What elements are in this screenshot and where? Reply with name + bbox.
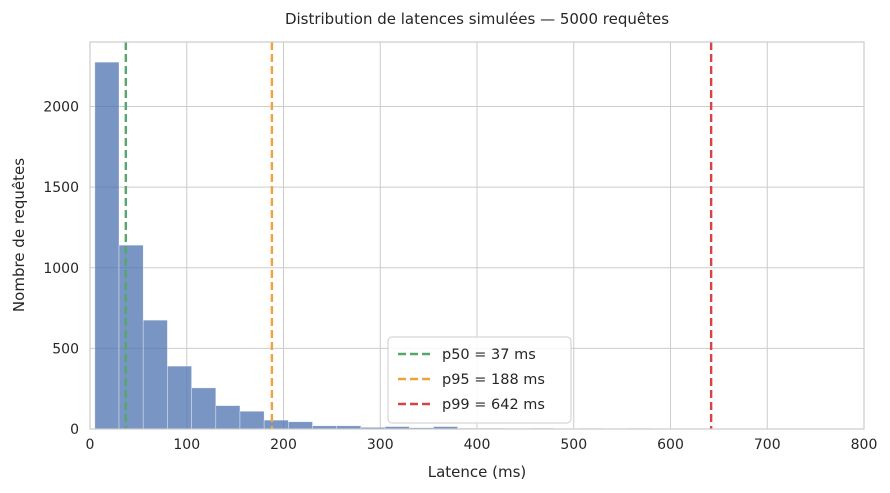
plot-frame: [89, 41, 865, 430]
x-tick-label: 700: [754, 437, 781, 453]
x-tick-labels: 0 100 200 300 400 500 600 700 800: [86, 437, 878, 453]
y-tick-labels: 0 500 1000 1500 2000: [43, 100, 79, 439]
x-tick-label: 100: [173, 437, 200, 453]
histogram-bar: [118, 244, 144, 430]
x-tick-label: 800: [851, 437, 878, 453]
histogram-bar: [263, 419, 289, 430]
x-axis-label: Latence (ms): [428, 463, 527, 481]
legend-label: p95 = 188 ms: [442, 372, 545, 388]
histogram-bars: [94, 61, 865, 430]
legend: p50 = 37 ms p95 = 188 ms p99 = 642 ms: [387, 336, 572, 424]
y-tick-label: 2000: [43, 100, 79, 116]
histogram-bar: [288, 421, 313, 430]
histogram-bar: [239, 410, 265, 430]
x-tick-label: 0: [86, 437, 95, 453]
x-tick-label: 500: [560, 437, 587, 453]
percentile-lines: [124, 42, 713, 429]
histogram-bar: [215, 405, 241, 430]
x-tick-label: 400: [464, 437, 491, 453]
legend-box: [387, 336, 572, 424]
y-tick-label: 0: [70, 422, 79, 438]
histogram-bar: [191, 387, 217, 430]
legend-label: p50 = 37 ms: [442, 347, 536, 363]
y-tick-label: 1000: [43, 261, 79, 277]
histogram-bar: [94, 61, 120, 430]
y-axis-label: Nombre de requêtes: [10, 158, 28, 312]
y-tick-label: 500: [52, 341, 79, 357]
legend-label: p99 = 642 ms: [442, 397, 545, 413]
y-tick-label: 1500: [43, 180, 79, 196]
chart-title: Distribution de latences simulées — 5000…: [285, 10, 669, 28]
histogram-bar: [142, 319, 168, 430]
histogram-bar: [167, 365, 192, 430]
x-tick-label: 200: [270, 437, 297, 453]
x-tick-label: 600: [657, 437, 684, 453]
x-tick-label: 300: [367, 437, 394, 453]
